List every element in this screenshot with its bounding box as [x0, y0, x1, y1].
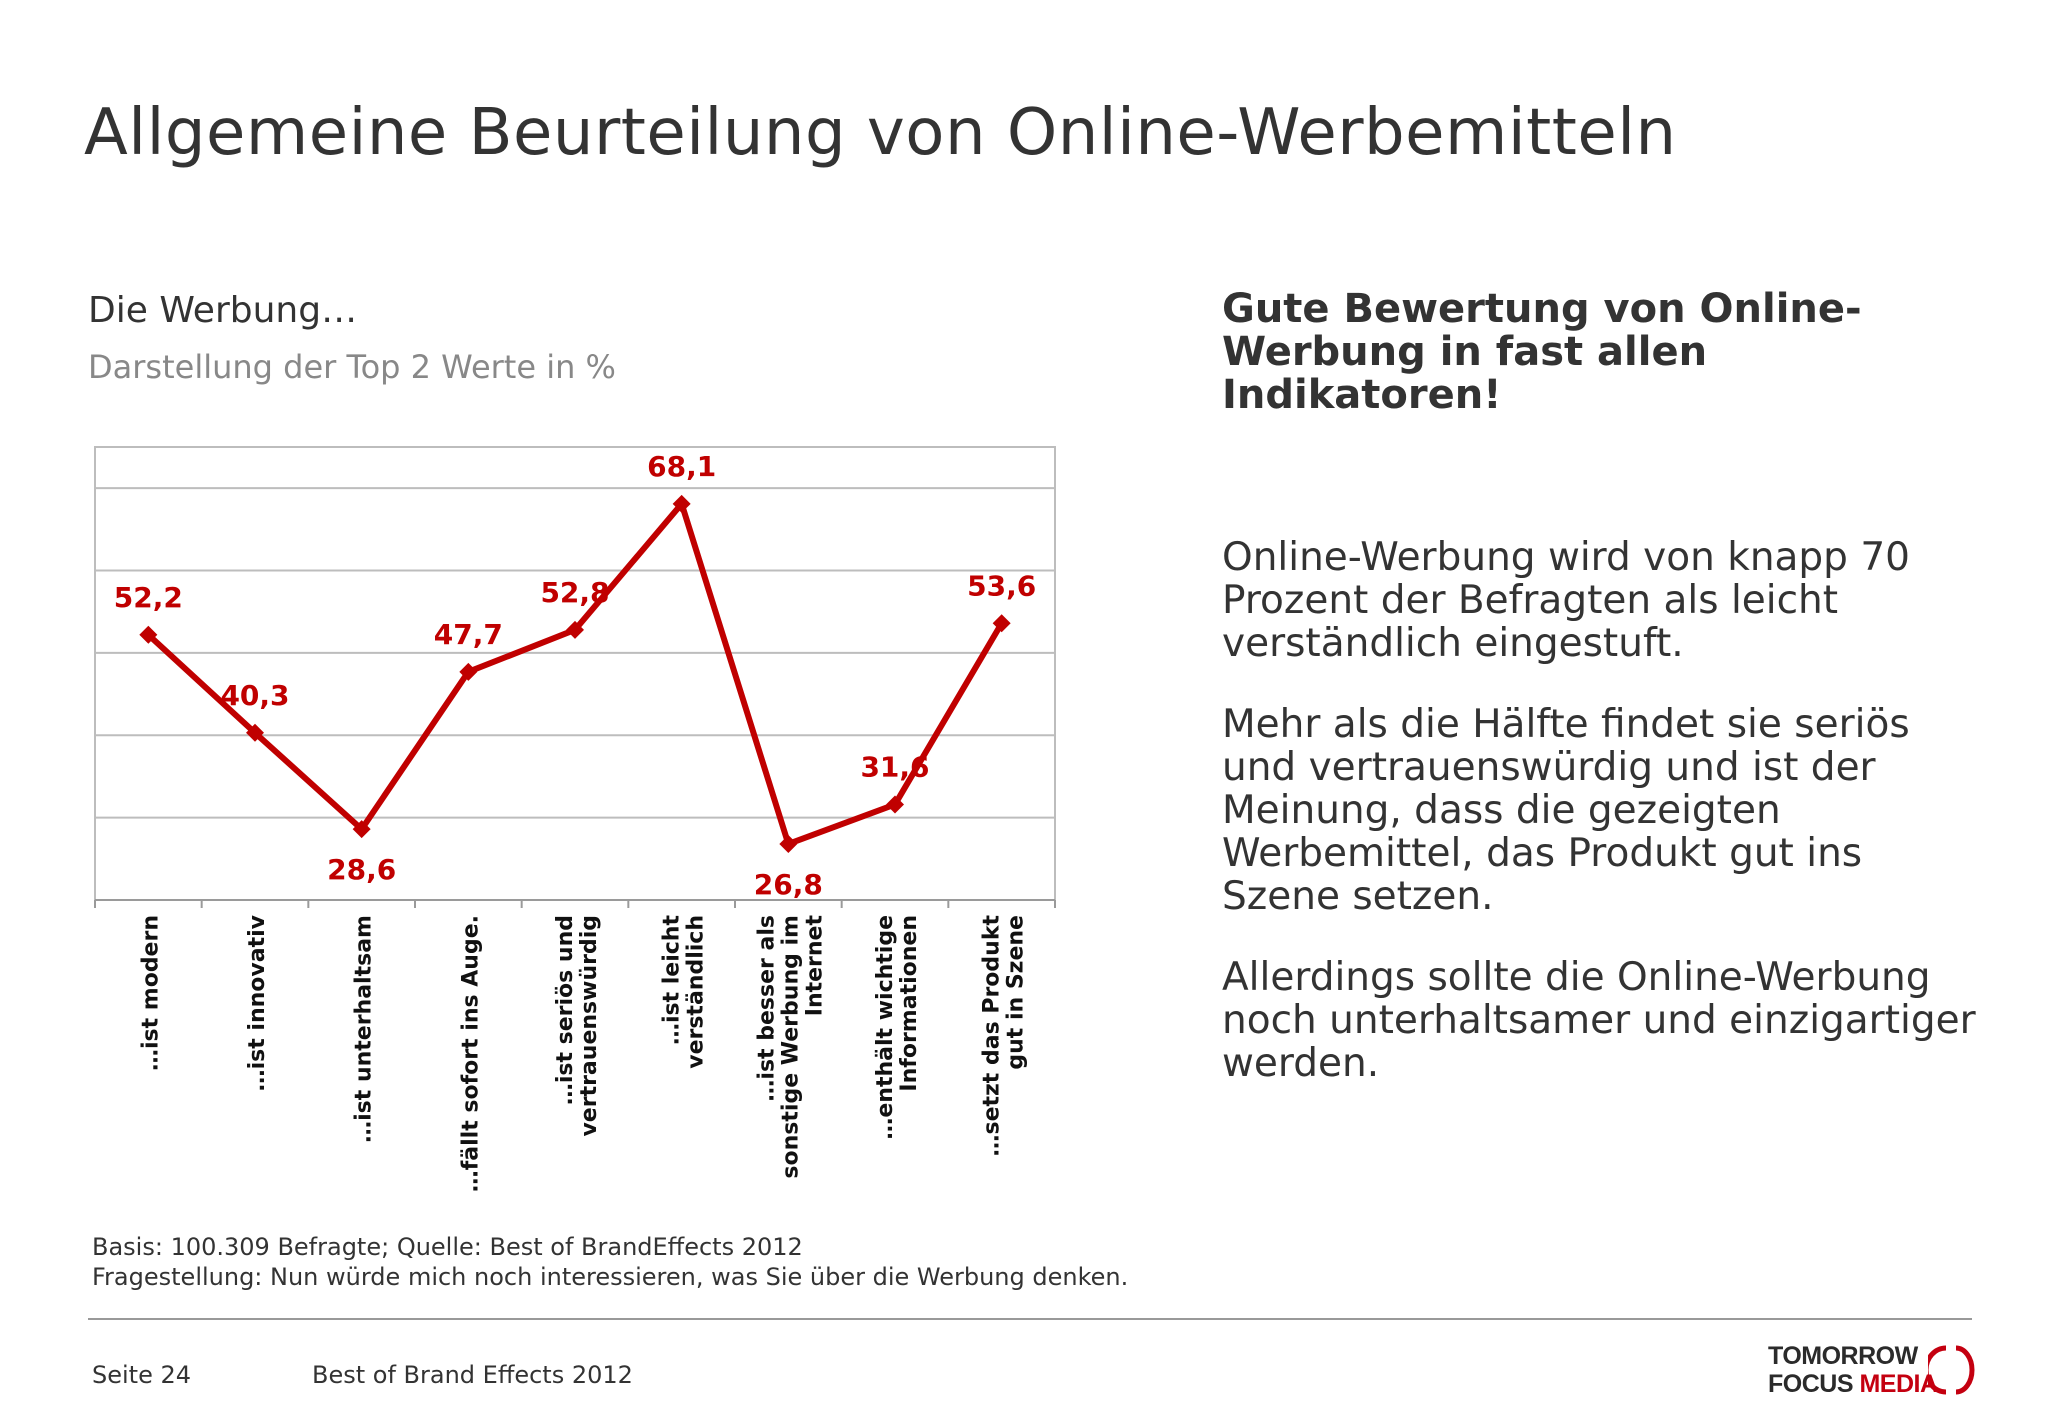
category-label-line: vertrauenswürdig	[577, 915, 602, 1137]
data-label: 40,3	[220, 679, 289, 712]
data-point	[246, 723, 264, 742]
data-point	[672, 494, 691, 513]
category-label-line: …ist innovativ	[245, 914, 270, 1091]
category-label: …ist innovativ	[245, 914, 270, 1091]
category-label: …setzt das Produkt gut in Szene	[980, 915, 1029, 1157]
category-label-line: …fällt sofort ins Auge.	[458, 915, 483, 1192]
category-label-line: …setzt das Produkt	[980, 915, 1005, 1157]
data-point	[886, 795, 904, 814]
sidebar-paragraph-1: Online-Werbung wird von knapp 70 Prozent…	[1222, 535, 1910, 666]
chart-caption: Darstellung der Top 2 Werte in %	[88, 348, 616, 386]
category-label: …ist modern	[138, 915, 163, 1071]
category-label-line: …ist leicht	[660, 915, 685, 1046]
data-point	[566, 620, 584, 639]
report-name: Best of Brand Effects 2012	[312, 1361, 633, 1389]
logo-media-text: MEDIA	[1859, 1370, 1938, 1398]
category-label: …ist besser als sonstige Werbung im Intern…	[754, 915, 827, 1179]
category-label-line: Internet	[802, 915, 827, 1017]
page-number: Seite 24	[92, 1361, 192, 1389]
data-point	[992, 614, 1011, 633]
page-title: Allgemeine Beurteilung von Online-Werbem…	[84, 96, 1677, 170]
data-point	[779, 834, 798, 853]
logo-focus-text: FOCUS	[1768, 1370, 1854, 1398]
category-label-line: …enthält wichtige	[873, 915, 898, 1140]
question-note: Fragestellung: Nun würde mich noch inter…	[92, 1263, 1129, 1291]
category-label-line: …ist besser als	[754, 915, 779, 1102]
tomorrow-focus-media-logo: TOMORROW FOCUS MEDIA	[1768, 1340, 1978, 1400]
data-point	[139, 625, 158, 644]
category-label-line: Informationen	[897, 915, 922, 1092]
sidebar-paragraph-3: Allerdings sollte die Online-Werbung noc…	[1222, 955, 1976, 1086]
data-label: 31,6	[860, 750, 929, 783]
data-label: 28,6	[327, 853, 396, 886]
plot-area	[94, 446, 1056, 901]
data-label: 68,1	[647, 450, 716, 483]
category-label-line: …ist modern	[138, 915, 163, 1071]
basis-note: Basis: 100.309 Befragte; Quelle: Best of…	[92, 1233, 803, 1261]
category-label-line: sonstige Werbung im	[778, 915, 803, 1179]
category-label-line: …ist unterhaltsam	[352, 915, 377, 1143]
category-label: …fällt sofort ins Auge.	[458, 915, 483, 1192]
category-label: …enthält wichtige Informationen	[873, 915, 922, 1140]
footer-divider	[88, 1318, 1972, 1320]
logo-arc-icon	[1928, 1345, 1975, 1395]
logo-text-line2: FOCUS MEDIA	[1768, 1370, 1938, 1399]
data-label: 52,8	[540, 576, 609, 609]
category-label: …ist seriös und vertrauenswürdig	[553, 915, 602, 1137]
data-label: 47,7	[434, 618, 503, 651]
sidebar-headline: Gute Bewertung von Online-Werbung in fas…	[1222, 286, 1862, 418]
category-label-line: …ist seriös und	[553, 915, 578, 1105]
data-point	[459, 662, 478, 681]
data-label: 53,6	[967, 569, 1036, 602]
category-label-line: verständlich	[684, 915, 709, 1069]
data-label: 26,8	[754, 868, 823, 901]
sidebar-paragraph-2: Mehr als die Hälfte findet sie seriös un…	[1222, 702, 1910, 919]
category-label-line: gut in Szene	[1004, 915, 1029, 1070]
data-point	[352, 820, 371, 839]
chart-subtitle: Die Werbung…	[88, 290, 358, 331]
logo-text-line1: TOMORROW	[1768, 1342, 1918, 1370]
category-label: …ist leicht verständlich	[660, 915, 709, 1069]
category-label: …ist unterhaltsam	[352, 915, 377, 1143]
line-chart: 52,2 40,3 28,6 47,7 52,8 68,1 26,8 31,6 53,6 …is…	[94, 446, 1056, 1192]
data-label: 52,2	[114, 581, 183, 614]
